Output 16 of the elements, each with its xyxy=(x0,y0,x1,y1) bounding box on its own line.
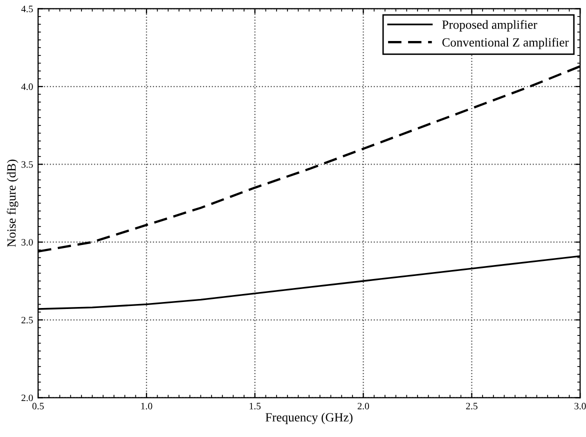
x-tick-label: 1.0 xyxy=(141,402,152,410)
y-tick-label: 3.5 xyxy=(22,161,33,168)
y-tick-label: 4.5 xyxy=(21,6,33,12)
legend-label: Proposed amplifier xyxy=(442,20,538,32)
y-tick-label: 2.0 xyxy=(22,394,33,402)
legend-label: Conventional Z amplifier xyxy=(442,38,569,50)
y-tick-label: 4.0 xyxy=(21,83,33,90)
y-axis-title: Noise figure (dB) xyxy=(6,160,18,247)
x-tick-label: 2.0 xyxy=(358,402,370,410)
x-tick-label: 2.5 xyxy=(466,402,478,410)
x-axis-title: Frequency (GHz) xyxy=(266,412,352,424)
x-tick-label: 3.0 xyxy=(574,402,586,410)
x-tick-label: 0.5 xyxy=(32,402,44,410)
y-tick-label: 3.0 xyxy=(22,239,33,246)
y-tick-label: 2.5 xyxy=(22,316,33,324)
x-tick-label: 1.5 xyxy=(250,402,261,410)
